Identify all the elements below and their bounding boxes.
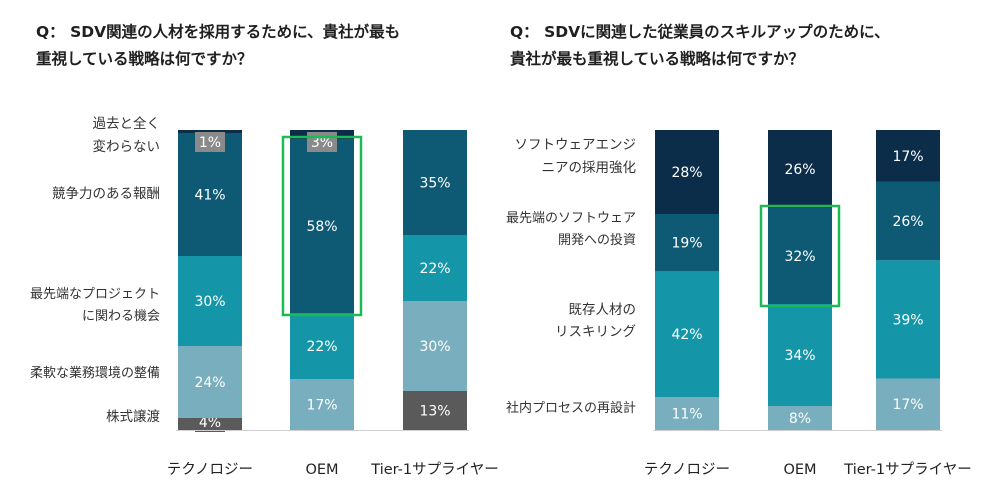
data-label: 11% xyxy=(671,407,702,423)
bar-segment xyxy=(290,313,354,379)
data-label: 26% xyxy=(892,214,923,230)
x-category-label: Tier-1サプライヤー xyxy=(843,461,971,478)
data-label: 41% xyxy=(194,188,225,204)
data-label: 3% xyxy=(311,135,333,151)
bar-segment xyxy=(876,181,940,261)
data-label: 17% xyxy=(892,397,923,413)
chart-upskilling-strategy: Q： SDVに関連した従業員のスキルアップのために、貴社が最も重視している戦略は… xyxy=(506,22,972,478)
data-label: 32% xyxy=(784,249,815,265)
series-label: ソフトウェアエンジ xyxy=(515,137,637,153)
chart-title-line: 重視している戦略は何ですか？ xyxy=(36,49,253,68)
data-label: 28% xyxy=(671,165,702,181)
data-label: 26% xyxy=(784,162,815,178)
series-label: 開発への投資 xyxy=(558,232,636,248)
bar-segment xyxy=(876,260,940,379)
series-label: ニアの採用強化 xyxy=(542,160,637,176)
bar-segment xyxy=(290,379,354,430)
data-label: 22% xyxy=(306,339,337,355)
x-category-label: テクノロジー xyxy=(167,461,253,478)
data-label: 8% xyxy=(789,411,811,427)
bar-segment xyxy=(403,130,467,235)
series-label: 株式譲渡 xyxy=(106,409,160,425)
series-label: 競争力のある報酬 xyxy=(52,186,160,202)
series-label: 社内プロセスの再設計 xyxy=(506,400,636,416)
chart-title-line: 貴社が最も重視している戦略は何ですか？ xyxy=(510,49,804,68)
x-category-label: テクノロジー xyxy=(644,461,730,478)
chart-title-line: Q： SDVに関連した従業員のスキルアップのために、 xyxy=(510,22,890,41)
series-label: に関わる機会 xyxy=(82,309,160,324)
data-label: 39% xyxy=(892,312,923,328)
small-value-box xyxy=(195,132,225,152)
bar-segment xyxy=(403,301,467,391)
bar-segment xyxy=(655,397,719,430)
bar-segment xyxy=(768,208,832,304)
series-label: 最先端のソフトウェア xyxy=(506,211,636,226)
data-label: 19% xyxy=(671,236,702,252)
bar-segment xyxy=(768,130,832,208)
bar-segment xyxy=(403,391,467,430)
data-label: 42% xyxy=(671,327,702,343)
data-label: 4% xyxy=(199,415,221,431)
bar-segment xyxy=(655,271,719,397)
x-category-label: OEM xyxy=(305,462,338,478)
data-label: 1% xyxy=(199,135,221,151)
series-label: 最先端なプロジェクト xyxy=(30,287,160,302)
x-category-label: Tier-1サプライヤー xyxy=(370,461,498,478)
series-label: リスキリング xyxy=(555,324,636,340)
data-label: 35% xyxy=(419,176,450,192)
highlight-box xyxy=(281,135,363,317)
highlight-box xyxy=(759,204,841,308)
bar-segment xyxy=(876,378,940,430)
data-label: 17% xyxy=(892,149,923,165)
series-label: 過去と全く xyxy=(93,115,161,132)
bar-segment xyxy=(768,406,832,430)
bar-segment xyxy=(876,130,940,182)
data-label: 58% xyxy=(306,219,337,235)
bar-segment xyxy=(655,130,719,214)
data-label: 17% xyxy=(306,398,337,414)
chart-title-line: Q： SDV関連の人材を採用するために、貴社が最も xyxy=(36,22,400,41)
series-label: 既存人材の xyxy=(569,302,637,318)
data-label: 13% xyxy=(419,404,450,420)
data-label: 24% xyxy=(194,375,225,391)
bar-segment xyxy=(178,133,242,256)
bar-segment xyxy=(178,256,242,346)
series-label: 変わらない xyxy=(93,138,161,155)
bar-segment xyxy=(403,235,467,301)
bar-segment xyxy=(178,346,242,418)
data-label: 22% xyxy=(419,261,450,277)
bar-segment xyxy=(290,139,354,313)
series-label: 柔軟な業務環境の整備 xyxy=(30,365,160,381)
chart-recruiting-strategy: Q： SDV関連の人材を採用するために、貴社が最も重視している戦略は何ですか？ 4… xyxy=(30,22,499,478)
x-category-label: OEM xyxy=(783,462,816,478)
data-label: 34% xyxy=(784,348,815,364)
bar-segment xyxy=(768,304,832,406)
data-label: 30% xyxy=(419,339,450,355)
bar-segment xyxy=(178,130,242,133)
bar-segment xyxy=(655,214,719,271)
data-label: 30% xyxy=(194,294,225,310)
